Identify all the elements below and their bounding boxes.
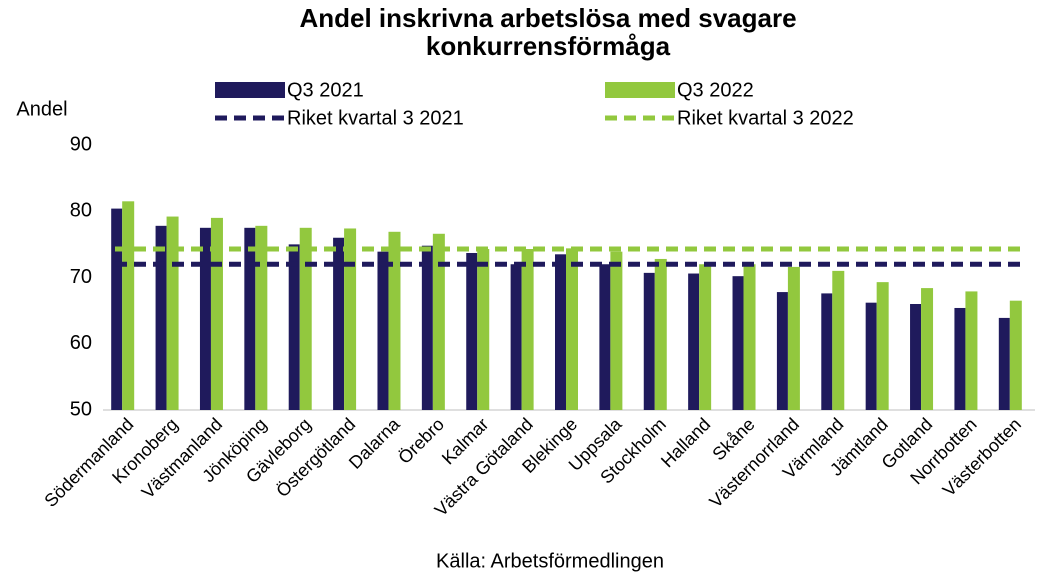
bar: [244, 227, 256, 410]
legend-swatch: [215, 82, 285, 98]
bar: [1009, 300, 1022, 410]
bar: [699, 264, 712, 410]
bar: [377, 251, 389, 410]
y-tick-label: 80: [70, 200, 92, 222]
bar: [555, 254, 566, 410]
bar: [166, 216, 179, 410]
bar: [654, 258, 667, 410]
bar: [566, 248, 578, 410]
bar: [255, 225, 268, 410]
y-tick-label: 60: [70, 332, 92, 354]
bar: [910, 304, 922, 410]
bar: [421, 245, 433, 410]
bar: [288, 244, 300, 410]
bar: [199, 227, 211, 410]
bar: [477, 249, 490, 410]
bar: [821, 293, 833, 410]
y-tick-label: 90: [70, 133, 92, 155]
legend-label: Q3 2022: [677, 79, 754, 101]
bar: [610, 251, 623, 410]
y-tick-label: 50: [70, 398, 92, 420]
bar: [333, 237, 345, 410]
bar: [388, 231, 401, 410]
legend-swatch: [605, 82, 675, 98]
bar: [688, 273, 700, 410]
bar: [832, 270, 845, 410]
bar: [732, 276, 744, 410]
bar: [122, 201, 135, 410]
legend-label: Q3 2021: [287, 79, 364, 101]
bar: [776, 292, 788, 410]
bar: [876, 282, 889, 410]
x-tick-label: Västerbotten: [939, 414, 1025, 500]
bar: [510, 264, 522, 410]
bar: [787, 266, 800, 410]
bar: [466, 252, 478, 410]
x-tick-label: Dalarna: [345, 413, 404, 472]
source: Källa: Arbetsförmedlingen: [436, 550, 664, 572]
legend-label: Riket kvartal 3 2022: [677, 107, 854, 129]
bar: [111, 208, 123, 410]
bar: [155, 225, 167, 410]
legend-label: Riket kvartal 3 2021: [287, 107, 464, 129]
bar: [998, 317, 1010, 410]
bar: [643, 272, 655, 410]
bar: [299, 227, 312, 410]
chart-title: Andel inskrivna arbetslösa med svagare k…: [299, 3, 797, 61]
bar: [954, 307, 966, 410]
x-tick-label: Halland: [657, 414, 714, 471]
bar: [965, 291, 978, 410]
y-axis-label: Andel: [16, 98, 67, 120]
bar: [921, 288, 934, 410]
bar: [344, 228, 357, 410]
bar: [432, 233, 445, 410]
bar: [865, 302, 877, 410]
bar: [599, 264, 611, 410]
x-tick-label: Örebro: [394, 414, 448, 468]
y-tick-label: 70: [70, 266, 92, 288]
bar: [521, 249, 534, 410]
bar: [743, 264, 756, 410]
